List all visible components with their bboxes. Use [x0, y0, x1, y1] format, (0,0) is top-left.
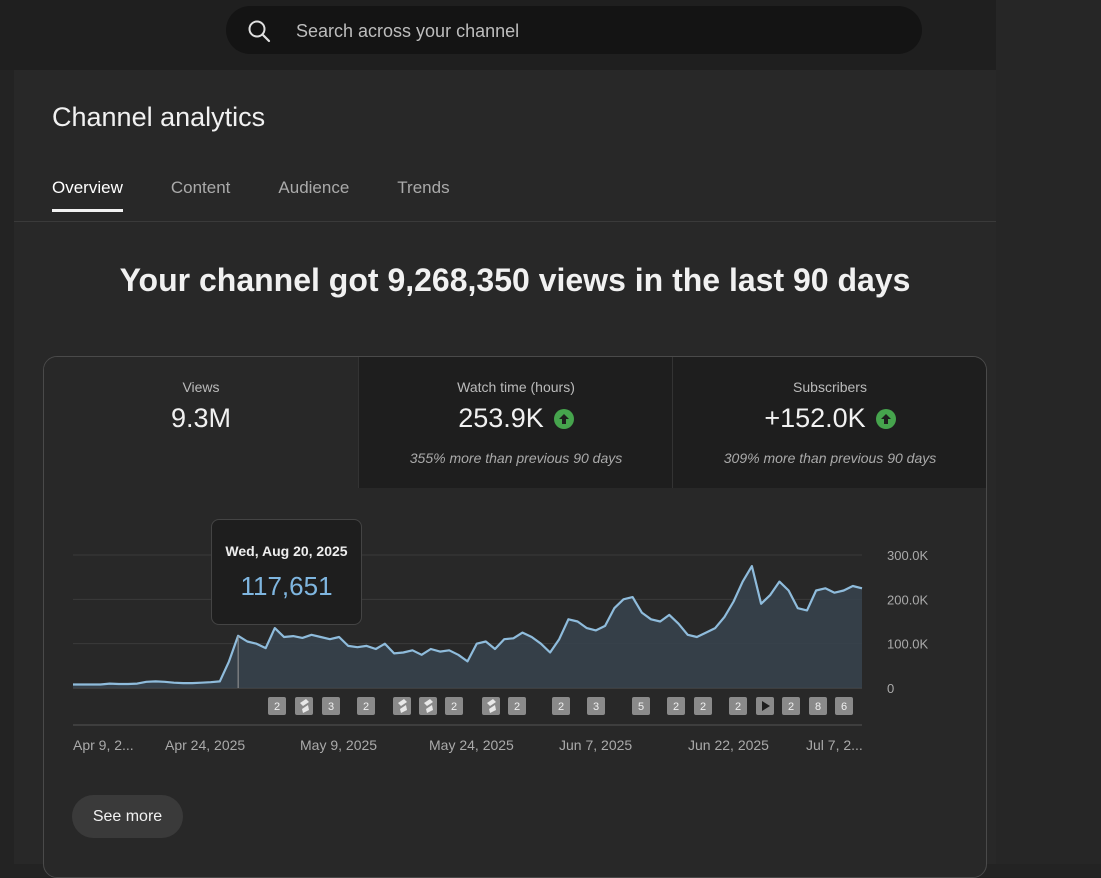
upload-marker-count: 2 [451, 701, 457, 713]
upload-marker-count: 3 [328, 701, 334, 713]
metric-label: Watch time (hours) [457, 379, 575, 395]
tab-bar: Overview Content Audience Trends [52, 178, 498, 212]
upload-marker [268, 697, 286, 715]
upload-marker-count: 3 [593, 701, 599, 713]
upload-marker-count: 2 [558, 701, 564, 713]
views-headline: Your channel got 9,268,350 views in the … [119, 262, 911, 298]
search-icon[interactable] [246, 18, 272, 44]
tab-audience[interactable]: Audience [278, 178, 350, 197]
y-tick-label: 300.0K [887, 548, 929, 563]
metric-value-row: +152.0K [673, 403, 986, 434]
upload-marker-count: 2 [788, 701, 794, 713]
metric-note: 309% more than previous 90 days [723, 450, 937, 466]
x-tick-label: Apr 9, 2... [73, 737, 134, 753]
shorts-icon [300, 699, 309, 713]
upload-marker [809, 697, 827, 715]
chart-area [73, 566, 862, 688]
upload-marker [729, 697, 747, 715]
x-tick-label: Apr 24, 2025 [165, 737, 245, 753]
shorts-icon [487, 699, 496, 713]
metric-note: 355% more than previous 90 days [409, 450, 623, 466]
metric-watch-time[interactable]: Watch time (hours) 253.9K 355% more than… [358, 357, 673, 488]
x-tick-label: May 9, 2025 [300, 737, 377, 753]
upload-marker-count: 5 [638, 701, 644, 713]
tab-content[interactable]: Content [170, 178, 231, 197]
shorts-icon [424, 699, 433, 713]
y-tick-label: 0 [887, 681, 894, 696]
arrow-up-icon [553, 408, 574, 429]
upload-marker-count: 2 [514, 701, 520, 713]
arrow-up-icon [875, 408, 896, 429]
search-bar[interactable] [226, 6, 922, 54]
y-tick-label: 100.0K [887, 637, 929, 652]
upload-marker-count: 2 [700, 701, 706, 713]
right-gutter [996, 0, 1101, 864]
top-bar [0, 0, 1101, 70]
metric-value: 9.3M [170, 403, 232, 433]
tab-overview[interactable]: Overview [52, 178, 123, 212]
upload-marker [508, 697, 526, 715]
upload-marker [667, 697, 685, 715]
y-tick-label: 200.0K [887, 592, 929, 607]
page-title: Channel analytics [52, 102, 266, 132]
chart-line [73, 564, 863, 686]
x-tick-label: Jun 7, 2025 [559, 737, 632, 753]
metric-value: 253.9K [458, 403, 544, 433]
x-tick-label: May 24, 2025 [429, 737, 514, 753]
upload-marker [587, 697, 605, 715]
upload-marker-count: 2 [735, 701, 741, 713]
upload-marker [835, 697, 853, 715]
upload-marker [445, 697, 463, 715]
search-input[interactable] [294, 14, 898, 48]
upload-marker-count: 2 [673, 701, 679, 713]
upload-marker-count: 2 [274, 701, 280, 713]
chart-tooltip: Wed, Aug 20, 2025 117,651 [211, 519, 362, 625]
tab-trends[interactable]: Trends [397, 178, 450, 197]
upload-marker-count: 8 [815, 701, 821, 713]
metric-views[interactable]: Views 9.3M [44, 357, 358, 488]
play-icon [762, 701, 770, 711]
shorts-icon [398, 699, 407, 713]
upload-marker [322, 697, 340, 715]
upload-marker [694, 697, 712, 715]
metric-label: Views [182, 379, 220, 395]
metric-value: +152.0K [764, 403, 866, 433]
upload-marker [782, 697, 800, 715]
tooltip-date: Wed, Aug 20, 2025 [225, 543, 348, 559]
x-tick-label: Jun 22, 2025 [688, 737, 769, 753]
tooltip-value: 117,651 [240, 571, 333, 601]
metric-label: Subscribers [793, 379, 867, 395]
upload-marker [552, 697, 570, 715]
upload-marker [632, 697, 650, 715]
metric-value-row: 253.9K [359, 403, 673, 434]
x-tick-label: Jul 7, 2... [806, 737, 863, 753]
upload-marker-count: 2 [363, 701, 369, 713]
see-more-button[interactable]: See more [72, 795, 183, 838]
upload-marker [357, 697, 375, 715]
metric-subscribers[interactable]: Subscribers +152.0K 309% more than previ… [672, 357, 986, 488]
metric-value-row: 9.3M [44, 403, 358, 434]
upload-marker-count: 6 [841, 701, 847, 713]
tab-divider [14, 221, 996, 222]
